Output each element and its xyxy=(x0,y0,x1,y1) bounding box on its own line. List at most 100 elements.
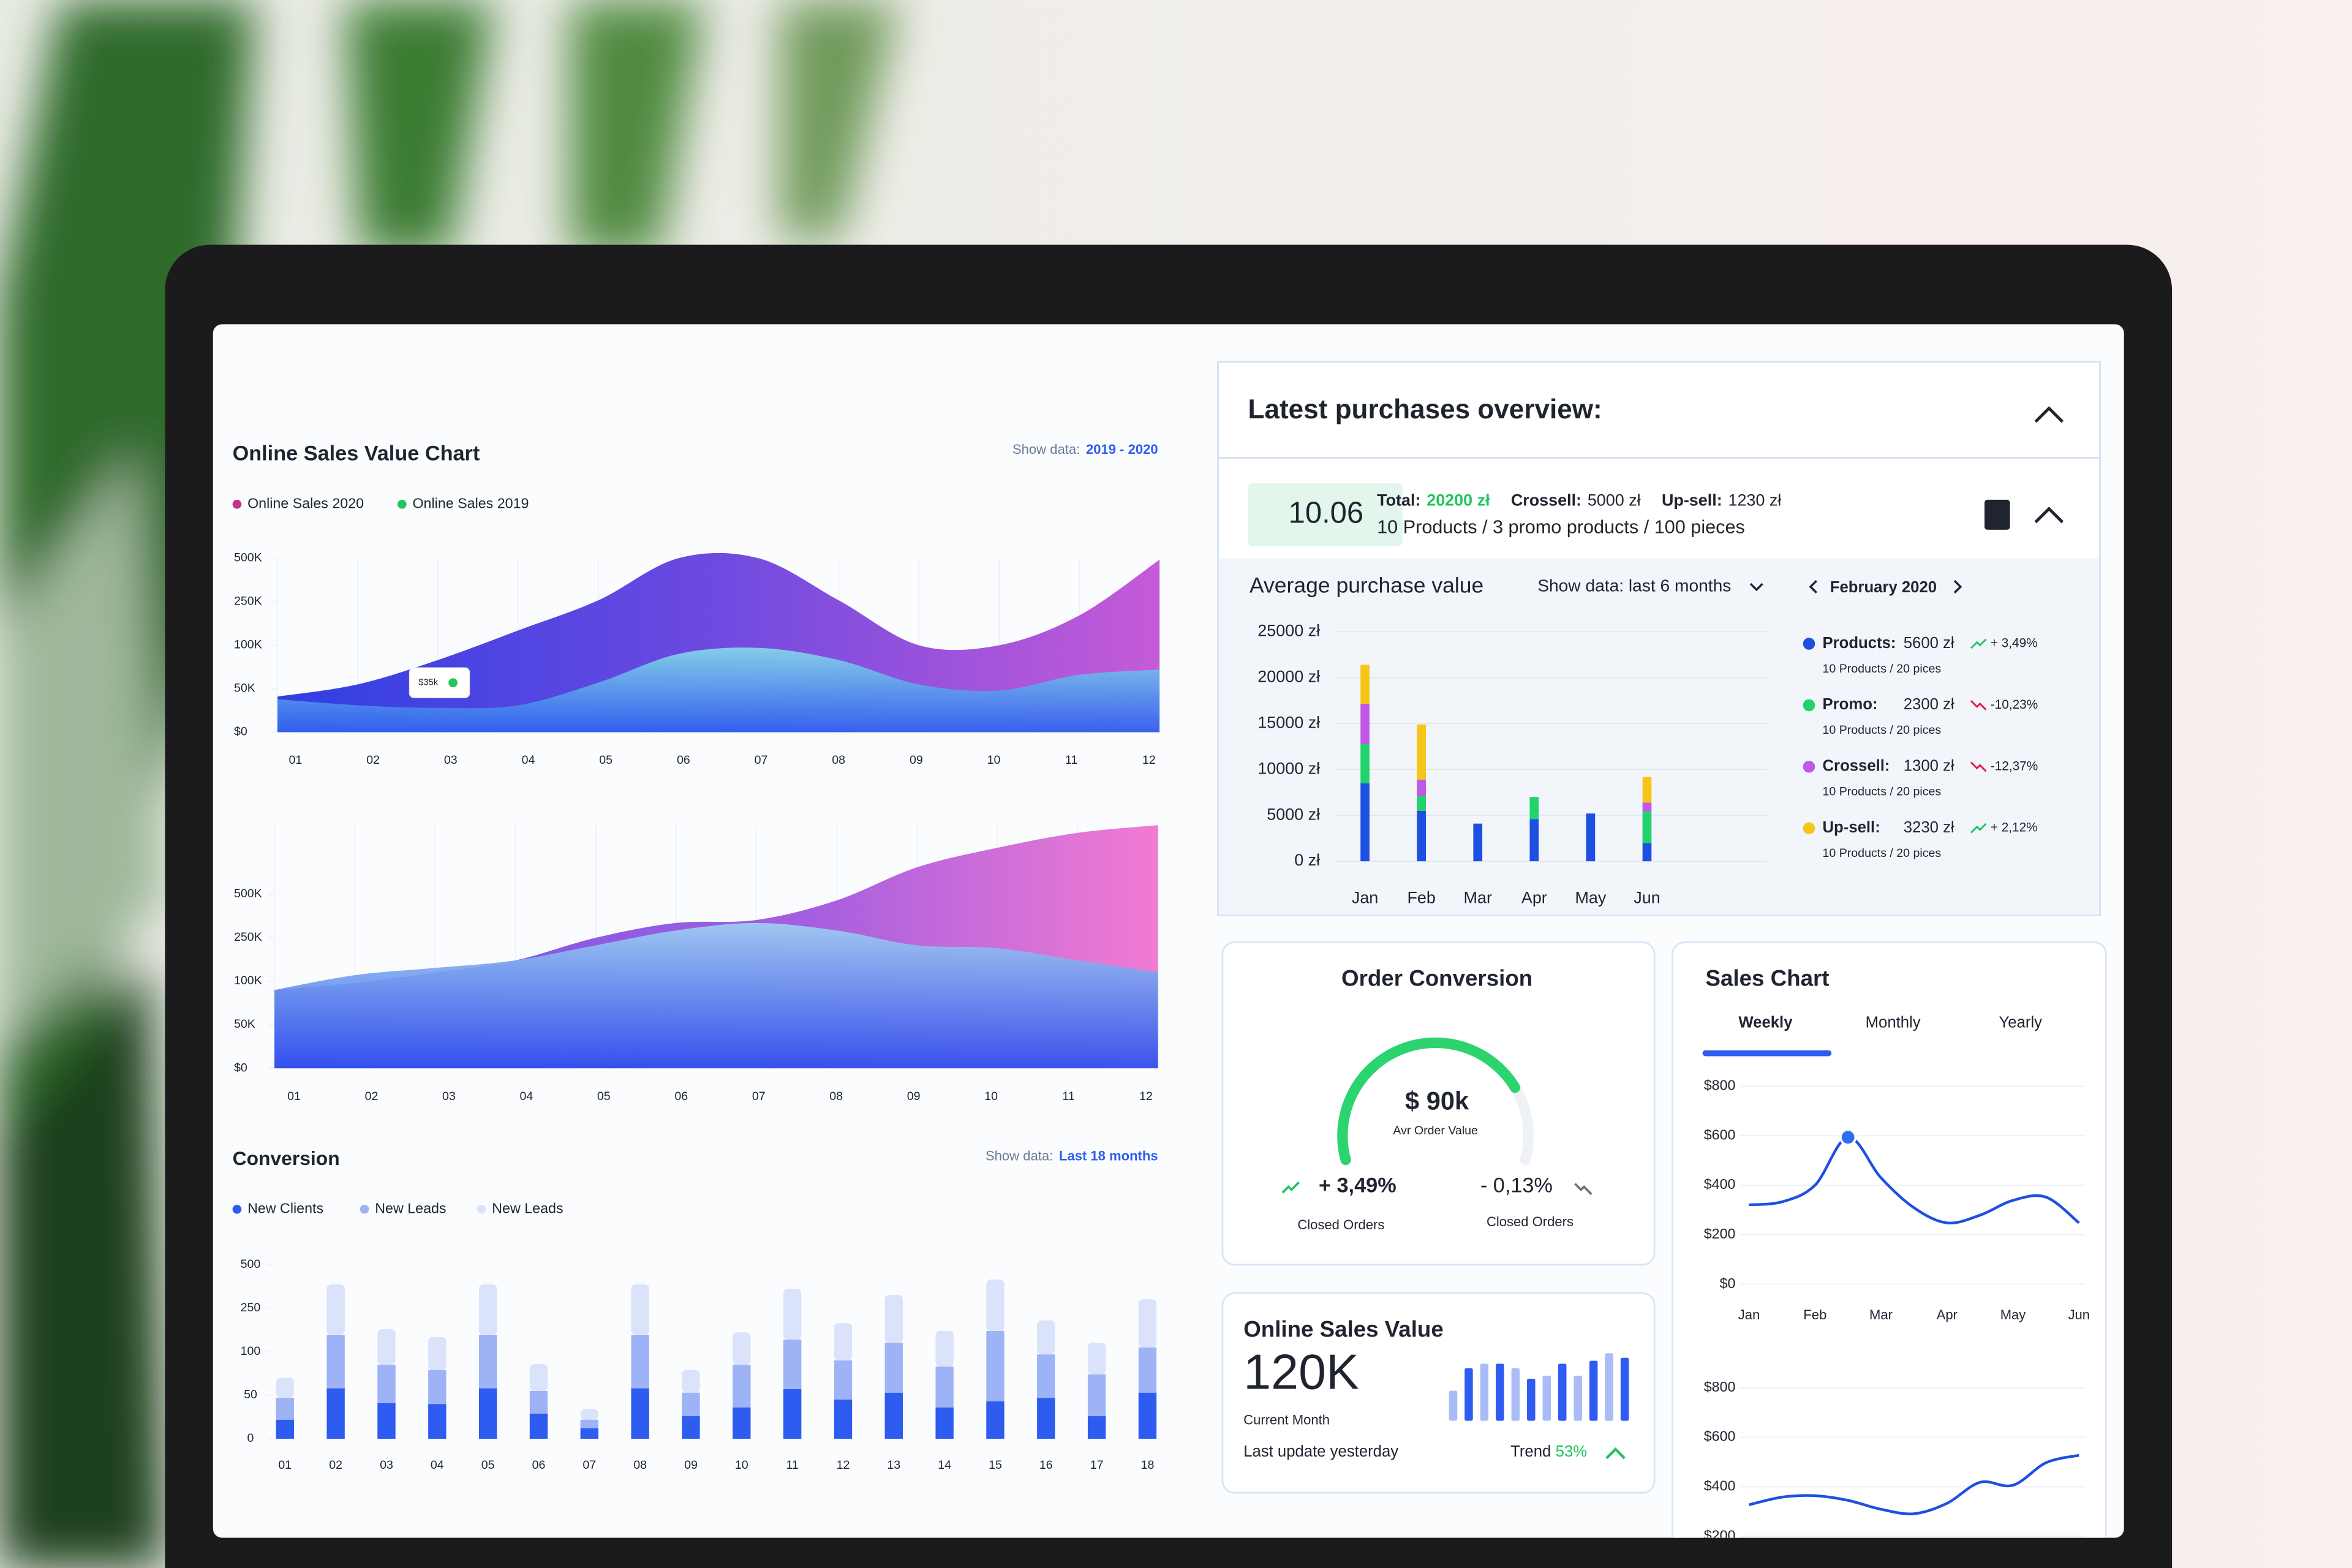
collapse-button[interactable] xyxy=(2034,406,2064,423)
tab[interactable]: Monthly xyxy=(1866,1014,1921,1031)
bar-segment xyxy=(1417,779,1426,796)
trend-chevron xyxy=(1605,1447,1626,1460)
bar-segment xyxy=(884,1295,903,1343)
show-data-label: Show data: xyxy=(1012,442,1080,457)
bar-segment xyxy=(1037,1398,1055,1439)
bar-segment xyxy=(1417,796,1426,811)
total-item: 5000 zł xyxy=(1588,491,1641,509)
gauge-value-label: $ 90k xyxy=(1405,1086,1469,1115)
mini-bar xyxy=(1620,1357,1629,1421)
bar-segment xyxy=(986,1401,1005,1439)
bar-segment xyxy=(1642,777,1652,803)
legend-change: -10,23% xyxy=(1991,698,2038,712)
legend-label: Online Sales 2019 xyxy=(412,495,529,511)
bar-segment xyxy=(1360,704,1370,745)
y-tick-label: 100K xyxy=(234,974,262,987)
x-tick-label: 09 xyxy=(910,753,923,767)
x-tick-label: 01 xyxy=(289,753,303,767)
mini-bar xyxy=(1449,1390,1458,1421)
x-tick-label: Feb xyxy=(1407,888,1435,907)
trend-icon xyxy=(1970,823,1987,834)
bar-segment xyxy=(580,1409,598,1420)
y-tick-label: $400 xyxy=(1704,1176,1736,1192)
mini-bar xyxy=(1574,1376,1582,1421)
date-box xyxy=(1248,483,1403,546)
x-tick-label: 17 xyxy=(1090,1458,1104,1472)
x-tick-label: May xyxy=(1575,888,1606,907)
bar-segment xyxy=(580,1419,598,1428)
show-data[interactable]: Show data: last 6 months xyxy=(1537,576,1731,595)
chart-title: Conversion xyxy=(233,1147,340,1169)
mini-bar xyxy=(1464,1368,1473,1421)
bar-segment xyxy=(1360,744,1370,783)
mini-bar xyxy=(1605,1353,1613,1421)
card-title: Sales Chart xyxy=(1705,965,1829,990)
x-tick-label: 16 xyxy=(1039,1458,1053,1472)
bar-segment xyxy=(1417,810,1426,862)
trend-icon xyxy=(1574,1183,1593,1196)
dashboard: Online Sales Value Chart Show data: 2019 -… xyxy=(232,361,2107,1543)
tab[interactable]: Yearly xyxy=(1999,1014,2043,1031)
x-tick-label: 05 xyxy=(597,1090,611,1103)
order-conversion-card xyxy=(1221,941,1656,1266)
show-data[interactable]: Show data: Last 18 months xyxy=(986,1148,1158,1163)
y-tick-label: 250K xyxy=(234,595,262,608)
bar-segment xyxy=(276,1419,294,1439)
bar-segment xyxy=(1529,797,1539,820)
area xyxy=(277,647,1160,733)
bar-segment xyxy=(1087,1343,1106,1374)
x-tick-label: 03 xyxy=(380,1458,393,1472)
bar-segment xyxy=(529,1390,548,1414)
bar-segment xyxy=(1473,823,1483,862)
bar-segment xyxy=(783,1289,802,1340)
x-tick-label: 12 xyxy=(1139,1090,1153,1103)
total-item: Total: xyxy=(1377,491,1420,509)
y-tick-label: $200 xyxy=(1704,1527,1736,1543)
collapse-button[interactable] xyxy=(2034,507,2064,524)
mini-bar xyxy=(1589,1360,1598,1421)
mini-bar xyxy=(1558,1363,1567,1421)
y-tick-label: 50K xyxy=(234,682,255,695)
area xyxy=(277,552,1160,733)
tab[interactable]: Weekly xyxy=(1738,1014,1793,1031)
bar-segment xyxy=(834,1400,853,1439)
trend-icon xyxy=(1970,638,1987,649)
dropdown-chevron[interactable] xyxy=(1749,582,1763,592)
legend-swatch xyxy=(1803,638,1815,650)
y-tick-label: 20000 zł xyxy=(1257,667,1320,685)
trend-value: 53% xyxy=(1556,1443,1587,1460)
pdf-icon[interactable] xyxy=(1985,499,2010,530)
x-tick-label: 12 xyxy=(837,1458,850,1472)
x-tick-label: 02 xyxy=(366,753,380,767)
trend-label: Trend xyxy=(1510,1443,1551,1460)
bar-segment xyxy=(733,1407,751,1439)
x-tick-label: 05 xyxy=(481,1458,495,1472)
legend-swatch xyxy=(232,1204,242,1214)
bar-segment xyxy=(428,1336,447,1370)
y-tick-label: 250K xyxy=(234,930,262,944)
legend-label: New Leads xyxy=(375,1200,446,1216)
mini-bar xyxy=(1480,1363,1489,1421)
show-data[interactable]: Show data: 2019 - 2020 xyxy=(1012,442,1158,457)
x-tick-label: 10 xyxy=(735,1458,748,1472)
y-tick-label: 500K xyxy=(234,887,262,900)
bar-segment xyxy=(631,1284,649,1335)
x-tick-label: 15 xyxy=(989,1458,1002,1472)
date: 10.06 xyxy=(1289,496,1364,529)
bar-segment xyxy=(428,1404,447,1439)
bar-segment xyxy=(733,1332,751,1365)
next-month[interactable] xyxy=(1953,579,1962,594)
bar-segment xyxy=(1087,1416,1106,1439)
previous-month[interactable] xyxy=(1809,579,1817,594)
x-tick-label: 04 xyxy=(519,1090,533,1103)
bar-segment xyxy=(1138,1347,1157,1393)
x-tick-label: 03 xyxy=(444,753,458,767)
bar-segment xyxy=(478,1388,497,1439)
leaf xyxy=(345,0,496,255)
y-tick-label: $200 xyxy=(1704,1226,1736,1242)
mini-bar xyxy=(1496,1363,1504,1421)
x-tick-label: Apr xyxy=(1937,1307,1958,1322)
legend-swatch xyxy=(1803,699,1815,712)
bar-segment xyxy=(1360,665,1370,704)
y-tick-label: $600 xyxy=(1704,1126,1736,1142)
